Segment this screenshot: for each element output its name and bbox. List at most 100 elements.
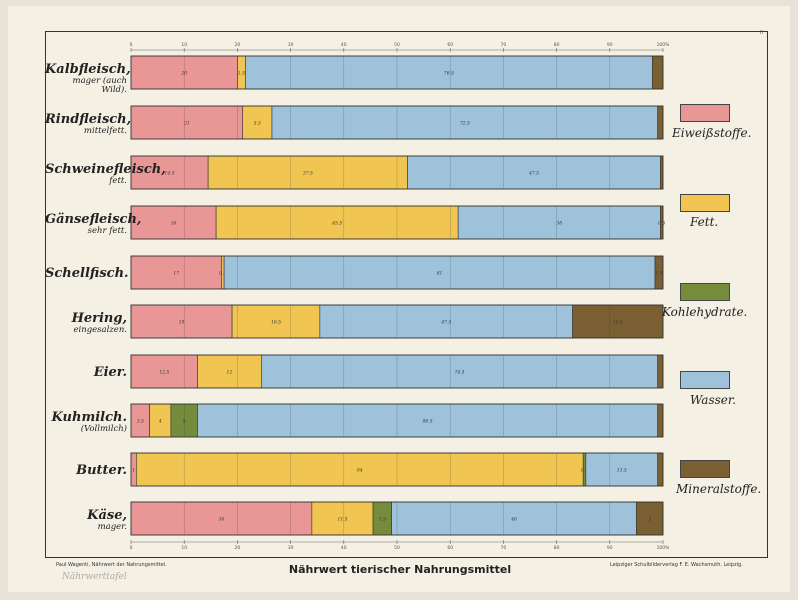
data-label-protein: 3.5 <box>137 419 144 425</box>
axis-tick-label-top: 20 <box>235 42 241 48</box>
data-label-water: 72.5 <box>460 121 470 127</box>
footer-author: Paul Wagenti, Nährwert der Nahrungsmitte… <box>56 562 167 568</box>
row-label: Schellfisch. <box>45 266 129 281</box>
bar-segment-fat <box>197 354 262 389</box>
data-label-minerals: 0.5 <box>658 221 665 227</box>
bar-segment-minerals <box>636 501 664 536</box>
data-label-fat: 84 <box>357 468 363 474</box>
data-label-water: 74.5 <box>454 370 464 376</box>
axis-tick-label-top: 80 <box>554 42 560 48</box>
axis-tick-label-bottom: 40 <box>341 545 347 551</box>
bar-outline <box>130 354 664 389</box>
row-label-sub: (Vollmilch) <box>80 424 127 434</box>
bar-segment-fat <box>207 155 408 190</box>
legend-swatch-minerals <box>680 460 730 478</box>
legend-swatch-fat <box>680 194 730 212</box>
bar-outline <box>130 501 664 536</box>
axis-tick-label-top: 30 <box>288 42 294 48</box>
bar-segment-minerals <box>657 354 664 389</box>
legend-label-water: Wasser. <box>690 393 737 407</box>
row-label: Rindfleisch, mittelfett. <box>45 112 132 136</box>
axis-tick-label-top: 10 <box>181 42 187 48</box>
bar-segment-water <box>261 354 658 389</box>
legend-swatch-protein <box>680 104 730 122</box>
bar-segment-protein <box>130 354 198 389</box>
row-label-sub: fett. <box>109 176 127 186</box>
axis-tick-label-top: 60 <box>447 42 453 48</box>
axis-tick-label-bottom: 90 <box>607 545 613 551</box>
row-label-sub: mittelfett. <box>83 126 127 136</box>
axis-tick-label-bottom: 10 <box>181 545 187 551</box>
pencil-annotation: Nährwerttafel <box>62 572 127 582</box>
data-label-minerals: 5 <box>648 517 651 523</box>
row-label-name: Rindfleisch, <box>45 112 132 127</box>
data-label-fat: 11.5 <box>337 517 347 523</box>
data-label-carbs: 5 <box>183 419 186 425</box>
axis-tick-label-bottom: 100% <box>657 545 671 551</box>
axis-tick-label-bottom: 0 <box>130 545 133 551</box>
axis-tick-label-top: 0 <box>130 42 133 48</box>
data-label-fat: 1.5 <box>238 71 245 77</box>
data-label-water: 76.5 <box>444 71 454 77</box>
row-label: Eier. <box>45 366 127 379</box>
row-label-name: Schellfisch. <box>45 266 129 281</box>
legend-swatch-water <box>680 371 730 389</box>
data-label-minerals: 16.5 <box>613 320 623 326</box>
data-label-water: 13.5 <box>617 468 627 474</box>
corner-mark: II <box>760 30 763 36</box>
row-label: Butter. <box>45 464 127 477</box>
data-label-fat: 12 <box>227 370 233 376</box>
row-label: Hering, eingesalzen. <box>45 312 127 335</box>
data-label-protein: 12.5 <box>159 370 169 376</box>
bar-segment-protein <box>130 155 209 190</box>
bar-segment-water <box>271 105 658 140</box>
row-label-name: Butter. <box>76 463 127 478</box>
data-label-water: 46 <box>510 517 517 523</box>
row-label-sub: mager (auch Wild). <box>72 76 127 95</box>
legend-label-protein: Eiweißstoffe. <box>672 126 752 140</box>
chart-sheet <box>8 6 790 592</box>
axis-tick-label-bottom: 30 <box>288 545 294 551</box>
footer-publisher: Leipziger Schulbilderverlag F. E. Wachsm… <box>610 562 743 568</box>
bar-outline <box>130 255 664 290</box>
legend-label-fat: Fett. <box>690 215 719 229</box>
data-label-fat: 0.5 <box>219 271 226 277</box>
data-label-carbs: 0.5 <box>581 468 588 474</box>
row-label-name: Kalbfleisch, <box>45 62 131 77</box>
legend-swatch-carbs <box>680 283 730 301</box>
bar-segment-water <box>457 205 661 240</box>
bar-segment-protein <box>130 105 244 140</box>
row-label: Kalbfleisch, mager (auch Wild). <box>45 62 131 95</box>
row-label-name: Käse, <box>87 508 127 523</box>
legend-label-carbs: Kohlehydrate. <box>662 305 748 319</box>
bar-outline <box>130 452 664 487</box>
data-label-water: 38 <box>556 221 562 227</box>
bar-segment-water <box>391 501 637 536</box>
row-label-name: Hering, <box>71 311 127 326</box>
axis-tick-label-top: 90 <box>607 42 613 48</box>
data-label-protein: 14.5 <box>165 171 175 177</box>
data-label-protein: 34 <box>219 517 225 523</box>
data-label-protein: 16 <box>171 221 177 227</box>
bar-segment-fat <box>231 304 321 339</box>
data-label-water: 86.5 <box>423 419 433 425</box>
row-label: Kuhmilch. (Vollmilch) <box>45 411 127 434</box>
data-label-water: 47.5 <box>528 171 539 177</box>
bar-segment-protein <box>130 55 238 90</box>
row-label-name: Eier. <box>93 365 127 380</box>
axis-tick-label-bottom: 70 <box>501 545 507 551</box>
bar-segment-fat <box>311 501 374 536</box>
row-label: Käse, mager. <box>45 509 127 532</box>
bar-segment-minerals <box>657 452 664 487</box>
chart-title: Nährwert tierischer Nahrungsmittel <box>288 563 512 576</box>
row-label-sub: eingesalzen. <box>73 325 127 335</box>
data-label-fat: 45.5 <box>331 221 342 227</box>
data-label-water: 47.5 <box>440 320 451 326</box>
row-label-name: Gänsefleisch, <box>45 212 142 227</box>
row-label-name: Kuhmilch. <box>51 410 127 425</box>
row-label: Gänsefleisch, sehr fett. <box>45 212 142 236</box>
data-label-protein: 19 <box>179 320 185 326</box>
bar-segment-minerals <box>572 304 664 339</box>
axis-tick-label-top: 40 <box>341 42 347 48</box>
